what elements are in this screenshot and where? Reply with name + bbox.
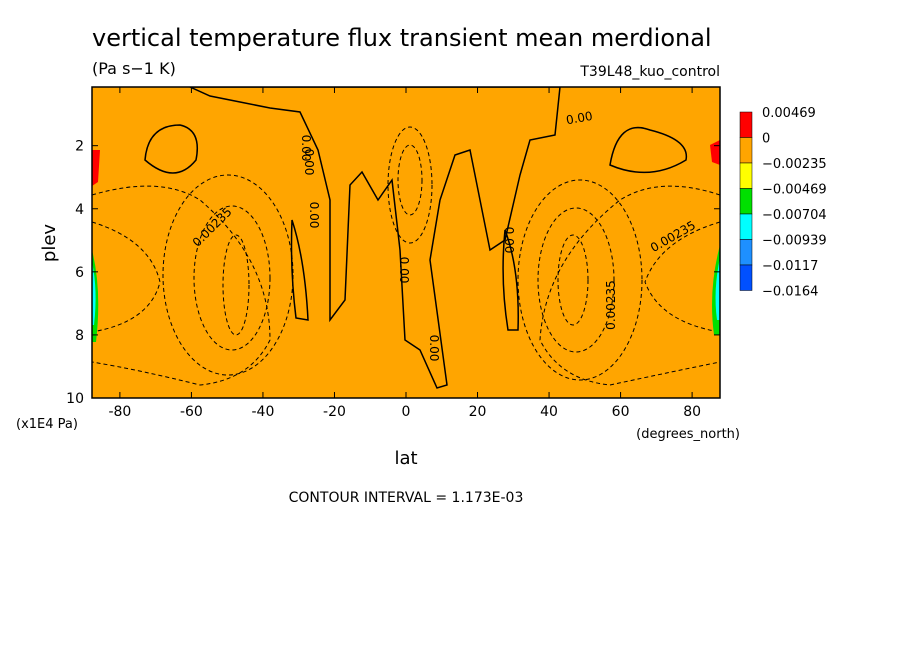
chart-subtitle: (Pa s−1 K) [92, 59, 176, 78]
contour-label: 0.00 [302, 149, 316, 176]
colorbar-label: −0.00235 [762, 157, 827, 172]
field-yellow [517, 179, 643, 381]
x-tick-label: 0 [402, 404, 411, 420]
y-tick-label: 2 [75, 139, 84, 155]
contour-label: 0.00235 [604, 280, 618, 330]
colorbar-swatch [739, 264, 753, 291]
chart-title: vertical temperature flux transient mean… [92, 24, 712, 52]
x-tick-label: -20 [323, 404, 346, 420]
field-yellow [162, 174, 294, 376]
field-yellow [644, 221, 720, 333]
annotation: CONTOUR INTERVAL = 1.173E-03 [289, 490, 524, 506]
colorbar-label: 0.00469 [762, 106, 816, 121]
contour-field [92, 87, 720, 398]
y-tick-label: 10 [66, 391, 84, 407]
x-tick-label: 60 [612, 404, 630, 420]
x-tick-label: -40 [252, 404, 275, 420]
field-red [609, 126, 688, 174]
contour-label: 0.00 [565, 109, 594, 127]
field-yellow [92, 221, 161, 333]
colorbar-label: −0.00469 [762, 183, 827, 198]
contour-line [193, 205, 271, 351]
contour-line [92, 185, 271, 386]
y-units: (x1E4 Pa) [16, 417, 78, 432]
colorbar-label: −0.0117 [762, 259, 818, 274]
field-cyan [92, 262, 96, 325]
contour-label: 0.00 [307, 202, 321, 229]
colorbar-swatch [739, 162, 753, 189]
colorbar-swatch [739, 137, 753, 164]
colorbar-swatch [739, 239, 753, 266]
colorbar-label: 0 [762, 132, 770, 147]
field-orange [387, 126, 433, 244]
x-tick-label: 40 [540, 404, 558, 420]
contour-label: 0.00 [427, 335, 441, 362]
contour-line [539, 185, 720, 386]
field-green [557, 234, 589, 326]
field-red [189, 87, 561, 389]
y-tick-label: 4 [75, 202, 84, 218]
y-tick-label: 8 [75, 328, 84, 344]
contour-label: 0.00 [397, 257, 411, 284]
dataset-label: T39L48_kuo_control [579, 64, 720, 80]
y-tick-label: 6 [75, 265, 84, 281]
colorbar-swatch [739, 188, 753, 215]
x-tick-label: -80 [108, 404, 131, 420]
colorbar-swatch [739, 213, 753, 240]
x-units: (degrees_north) [636, 427, 740, 442]
field-green [222, 234, 250, 336]
field-red [144, 124, 198, 174]
contour-label: 0.00 [502, 227, 516, 254]
field-red [502, 229, 519, 331]
contour-line [537, 207, 615, 353]
x-tick-label: 20 [469, 404, 487, 420]
colorbar-label: −0.00939 [762, 234, 827, 249]
field-yellow [397, 144, 423, 216]
field-red [710, 140, 720, 165]
field-red [92, 150, 100, 186]
contour-label: 0.00 [299, 135, 313, 162]
x-tick-label: 80 [683, 404, 701, 420]
field-orange [92, 87, 720, 398]
field-cyan [715, 258, 720, 320]
colorbar-label: −0.00704 [762, 208, 827, 223]
y-axis-label: plev [39, 224, 60, 263]
field-red [290, 219, 309, 321]
x-tick-label: -60 [180, 404, 203, 420]
x-axis-label: lat [394, 448, 417, 469]
colorbar-swatch [739, 111, 753, 138]
colorbar-label: −0.0164 [762, 285, 818, 300]
